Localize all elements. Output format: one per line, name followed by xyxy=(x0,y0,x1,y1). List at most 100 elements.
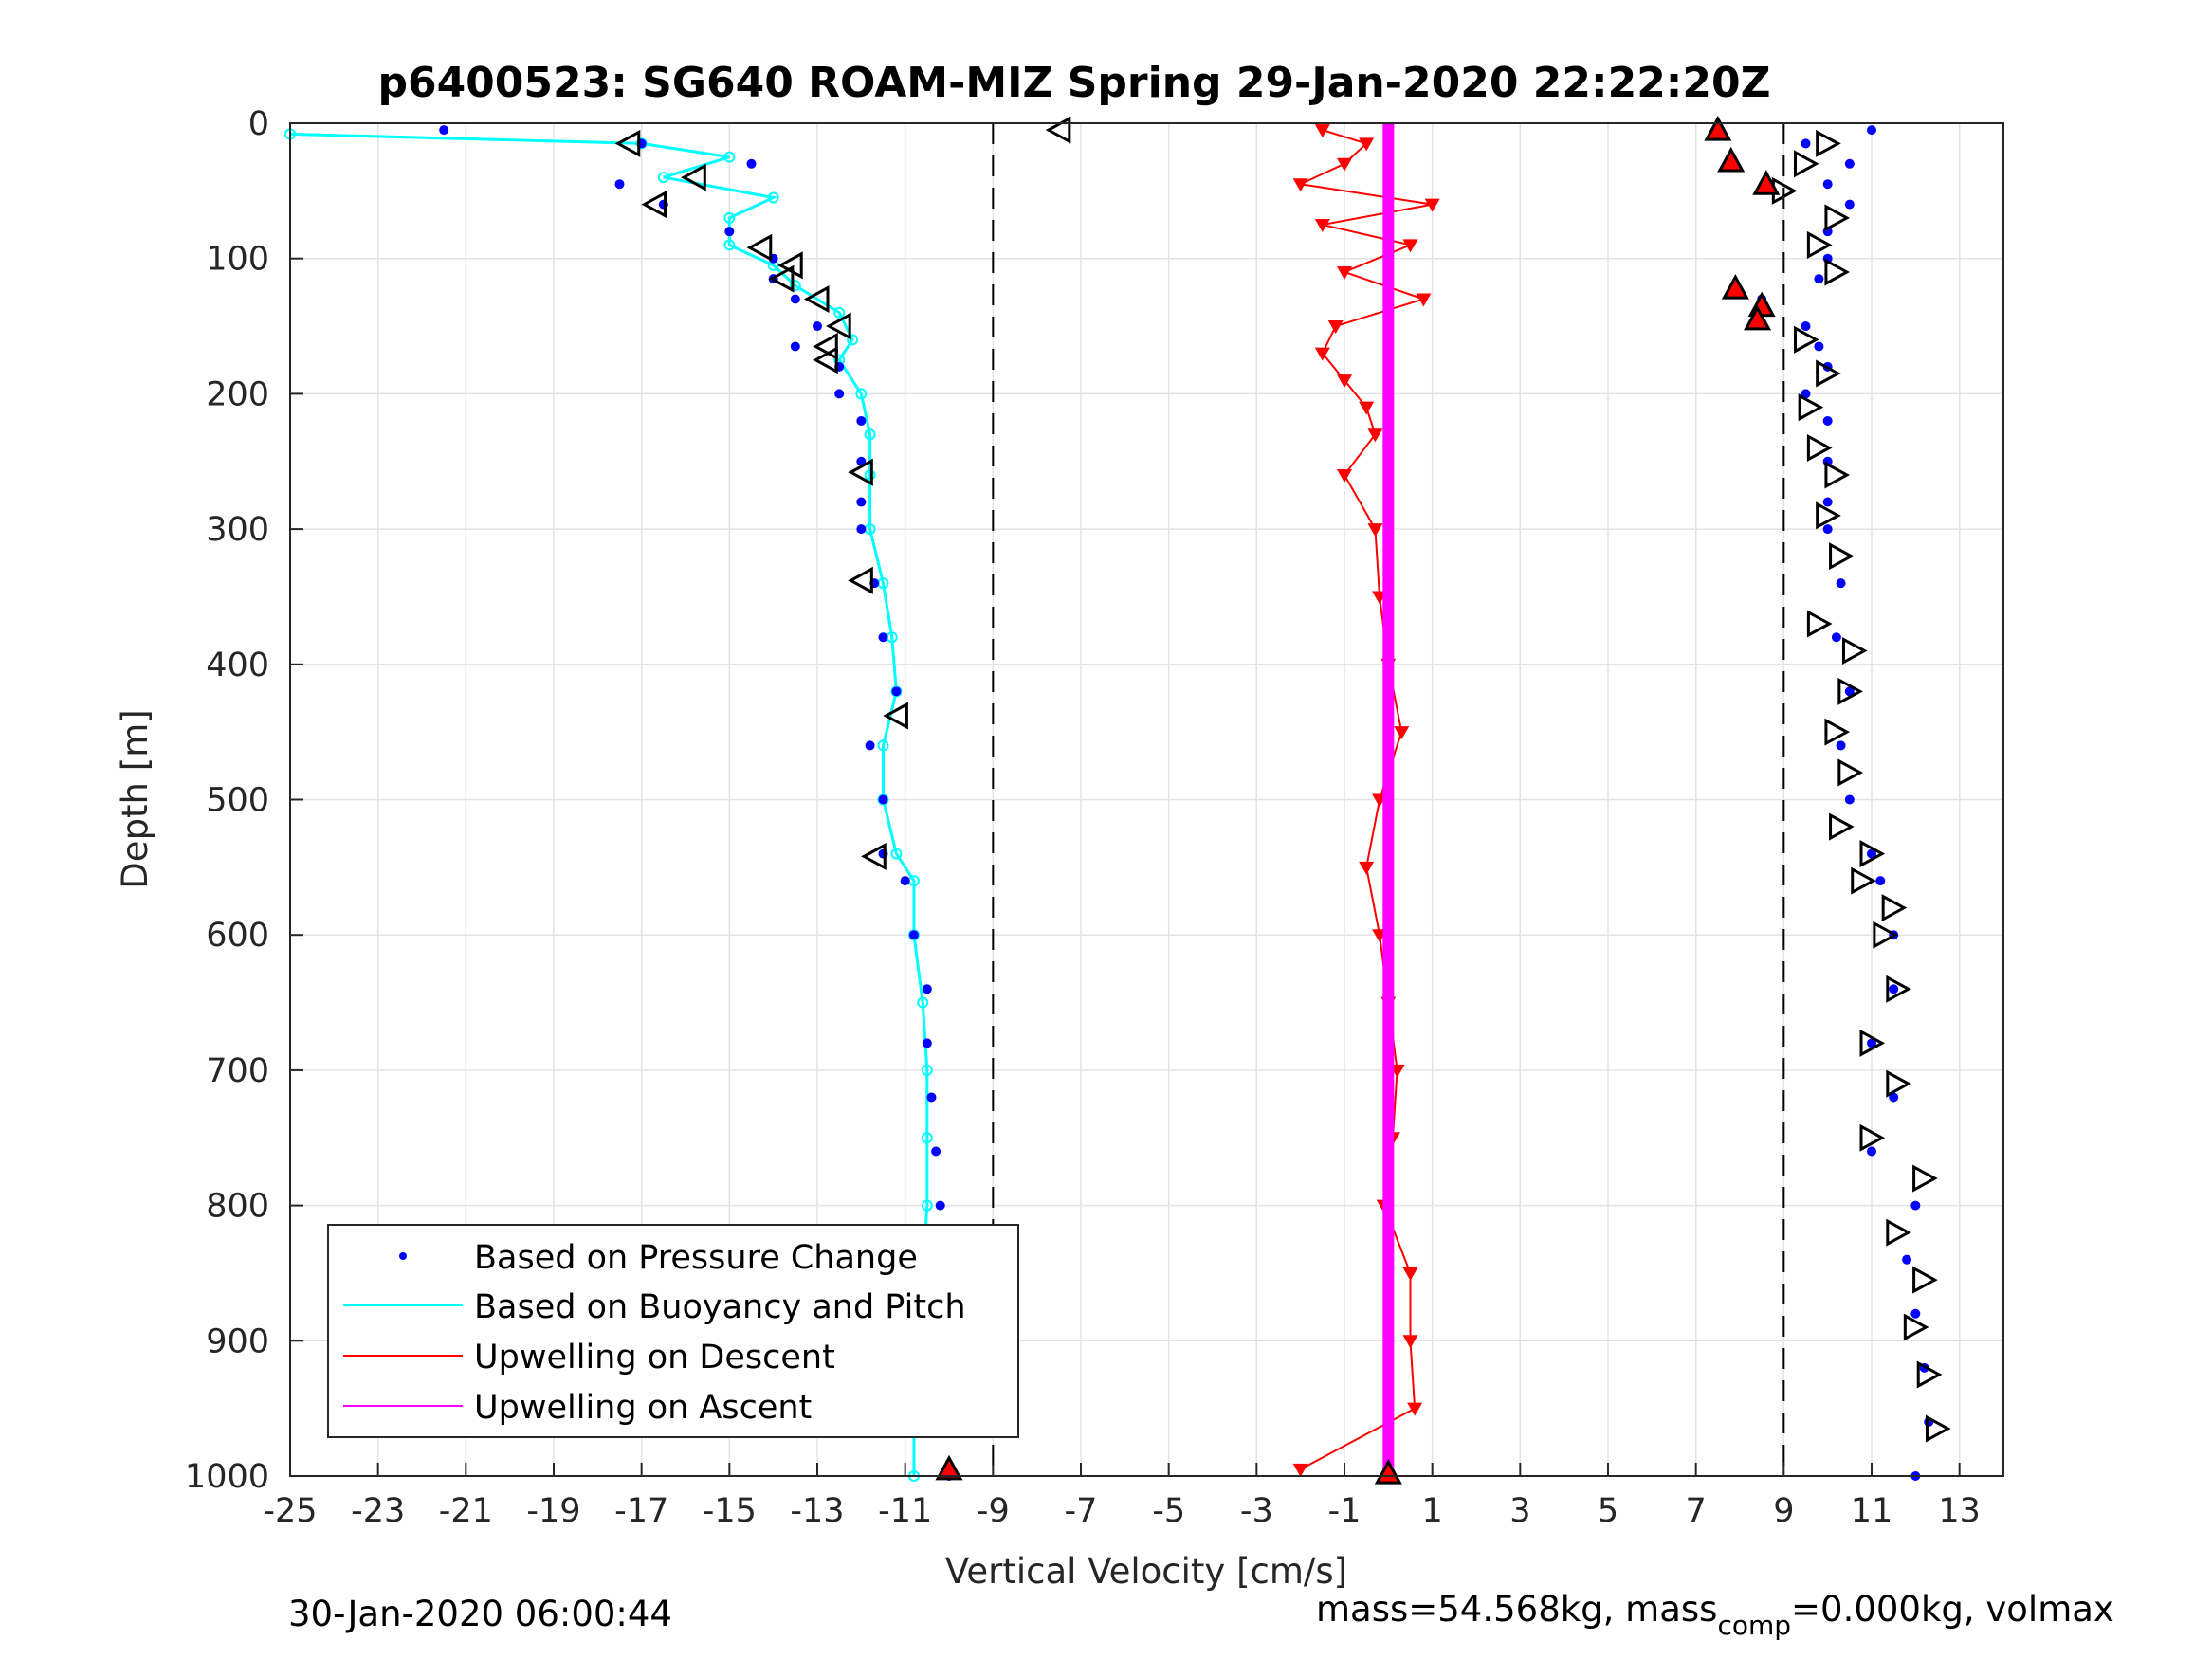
legend: Based on Pressure Change Based on Buoyan… xyxy=(327,1224,1019,1438)
pressure-ascent-point xyxy=(1822,415,1833,426)
ascent-triangle-marker xyxy=(1806,230,1833,259)
pressure-ascent-point xyxy=(1889,1092,1899,1103)
x-tick-label: -1 xyxy=(1328,1492,1362,1530)
descent-triangle-marker xyxy=(641,191,667,219)
ascent-triangle-marker xyxy=(1881,894,1908,922)
descent-triangle-marker xyxy=(777,251,803,280)
x-tick-label: -15 xyxy=(703,1492,757,1530)
pressure-descent-point xyxy=(813,321,822,332)
descent-triangle-marker xyxy=(803,284,830,314)
ascent-triangle-marker xyxy=(1806,433,1833,463)
ascent-triangle-marker xyxy=(1837,758,1863,787)
pressure-ascent-point xyxy=(1889,984,1899,994)
buoyancy-pitch-point xyxy=(657,172,669,184)
buoyancy-pitch-point xyxy=(921,1132,933,1144)
pressure-ascent-point xyxy=(1867,1038,1876,1048)
y-tick-label: 900 xyxy=(206,1322,269,1360)
pressure-ascent-point xyxy=(1844,686,1855,697)
buoyancy-pitch-point xyxy=(917,996,929,1009)
pressure-ascent-point xyxy=(1836,578,1846,589)
ascent-triangle-marker xyxy=(1886,1069,1911,1098)
upwelling-descent-marker xyxy=(1359,401,1375,415)
legend-label-upwelling-descent: Upwelling on Descent xyxy=(474,1339,835,1376)
upwelling-descent-marker xyxy=(1402,1267,1418,1281)
pressure-descent-point xyxy=(922,984,932,994)
pressure-ascent-point xyxy=(1867,848,1876,859)
ascent-triangle-marker xyxy=(1816,359,1841,388)
x-tick-label: -13 xyxy=(790,1492,844,1530)
x-tick-label: -25 xyxy=(263,1492,317,1530)
pressure-ascent-point xyxy=(1844,199,1855,210)
descent-triangle-marker xyxy=(1045,116,1071,144)
ascent-triangle-marker xyxy=(1829,542,1855,571)
x-tick-label: -21 xyxy=(439,1492,493,1530)
pressure-descent-point xyxy=(891,686,902,697)
x-tick-label: -7 xyxy=(1065,1492,1098,1530)
x-tick-label: 5 xyxy=(1598,1492,1618,1530)
x-tick-label: -17 xyxy=(614,1492,668,1530)
upwelling-descent-marker xyxy=(1337,469,1352,483)
chart-title: p6400523: SG640 ROAM-MIZ Spring 29-Jan-2… xyxy=(377,59,1770,107)
upwelling-descent-marker xyxy=(1359,861,1375,875)
x-tick-label: -5 xyxy=(1152,1492,1185,1530)
y-tick-label: 500 xyxy=(206,782,269,820)
pressure-descent-point xyxy=(614,179,625,190)
pressure-descent-point xyxy=(935,1200,945,1211)
y-tick-label: 200 xyxy=(206,375,269,413)
pressure-descent-point xyxy=(856,415,867,426)
red-up-triangle-marker xyxy=(1752,170,1781,195)
upwelling-descent-marker xyxy=(1394,726,1410,740)
upwelling-descent-marker xyxy=(1314,219,1330,233)
buoyancy-pitch-point xyxy=(789,280,801,292)
descent-triangle-marker xyxy=(861,842,887,870)
x-tick-label: -23 xyxy=(351,1492,405,1530)
pressure-ascent-point xyxy=(1910,1200,1921,1211)
pressure-descent-point xyxy=(790,341,800,352)
pressure-ascent-point xyxy=(1801,138,1811,149)
buoyancy-pitch-point xyxy=(864,428,876,441)
ascent-triangle-marker xyxy=(1816,129,1841,157)
pressure-descent-point xyxy=(746,158,757,169)
legend-box xyxy=(327,1224,1019,1438)
pressure-ascent-point xyxy=(1867,1146,1876,1157)
x-tick-label: 13 xyxy=(1938,1492,1981,1530)
descent-triangle-marker xyxy=(681,163,706,191)
buoyancy-pitch-point xyxy=(847,334,859,346)
ascent-triangle-marker xyxy=(1859,1029,1886,1057)
descent-triangle-marker xyxy=(746,233,773,262)
upwelling-descent-marker xyxy=(1337,374,1352,389)
pressure-ascent-point xyxy=(1875,876,1886,886)
pressure-descent-point xyxy=(865,740,875,751)
red-up-triangle-marker xyxy=(935,1454,963,1481)
upwelling-descent-marker xyxy=(1314,124,1330,138)
pressure-descent-point xyxy=(878,794,888,805)
red-up-triangle-marker xyxy=(1721,273,1749,300)
y-tick-label: 300 xyxy=(206,511,269,549)
x-axis-label: Vertical Velocity [cm/s] xyxy=(945,1551,1347,1592)
pressure-descent-point xyxy=(658,199,668,210)
ascent-triangle-marker xyxy=(1824,718,1851,746)
pressure-ascent-point xyxy=(1822,179,1833,190)
pressure-descent-point xyxy=(900,876,910,886)
footer-mass-subscript: comp xyxy=(1717,1610,1791,1641)
pressure-ascent-point xyxy=(1902,1254,1912,1265)
red-up-triangle-marker xyxy=(1744,304,1772,331)
pressure-ascent-point xyxy=(1831,632,1841,643)
ascent-triangle-marker xyxy=(1806,610,1833,638)
pressure-descent-point xyxy=(790,294,800,304)
red-up-triangle-marker xyxy=(1704,116,1732,141)
x-tick-label: 9 xyxy=(1773,1492,1794,1530)
x-tick-label: -3 xyxy=(1240,1492,1273,1530)
upwelling-descent-marker xyxy=(1337,157,1352,172)
x-tick-label: -11 xyxy=(878,1492,932,1530)
y-tick-label: 600 xyxy=(206,917,269,955)
buoyancy-pitch-point xyxy=(890,848,903,860)
buoyancy-pitch-point xyxy=(723,151,736,163)
ascent-triangle-marker xyxy=(1824,204,1851,232)
upwelling-descent-marker xyxy=(1292,1463,1308,1477)
pressure-ascent-point xyxy=(1814,341,1824,352)
pressure-descent-point xyxy=(878,632,888,643)
legend-label-buoyancy: Based on Buoyancy and Pitch xyxy=(474,1288,966,1326)
upwelling-descent-marker xyxy=(1337,265,1352,280)
ascent-triangle-marker xyxy=(1916,1360,1943,1389)
